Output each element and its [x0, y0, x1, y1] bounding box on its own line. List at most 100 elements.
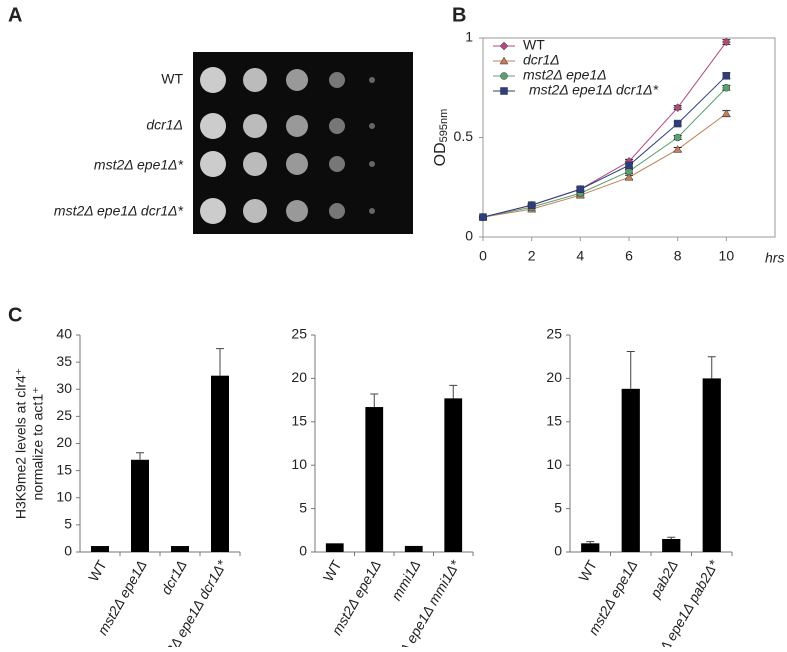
- bar: [131, 459, 149, 552]
- point: [673, 103, 683, 113]
- spot: [329, 203, 345, 219]
- line: [482, 75, 727, 218]
- legend-label: dcr1Δ: [523, 52, 560, 68]
- error-bar: [667, 536, 676, 539]
- point: [527, 201, 536, 209]
- line: [482, 113, 727, 218]
- spot: [200, 151, 226, 177]
- x-tick-label: mmi1Δ: [388, 557, 424, 603]
- spot: [329, 156, 345, 172]
- x-tick-label: pab2Δ: [646, 557, 681, 601]
- bar: [365, 407, 384, 552]
- line: [482, 87, 727, 218]
- y-tick-label: 25: [56, 407, 72, 423]
- legend-label: mst2Δ epe1Δ: [523, 67, 607, 83]
- x-tick-label: 6: [625, 248, 633, 264]
- strain-label: mst2Δ epe1Δ dcr1Δ*: [54, 203, 184, 219]
- error-bar: [370, 393, 379, 408]
- x-tick-label: 8: [674, 248, 682, 264]
- x-tick-label: mst2Δ epe1Δ dcr1Δ*: [151, 557, 230, 647]
- bar: [621, 388, 640, 552]
- legend-label: mst2Δ epe1Δ dcr1Δ*: [529, 82, 659, 98]
- spot: [369, 208, 375, 214]
- strain-label: WT: [161, 71, 183, 87]
- spots: [200, 67, 375, 224]
- bar: [404, 545, 423, 552]
- spot: [286, 69, 308, 91]
- point: [721, 109, 731, 117]
- legend-marker: [499, 56, 509, 65]
- y-tick-label: 10: [291, 456, 307, 472]
- y-axis-label: OD595nm: [432, 109, 450, 167]
- panel-label: A: [8, 4, 22, 26]
- x-tick-label: dcr1Δ: [158, 557, 190, 597]
- strain-label: mst2Δ epe1Δ*: [94, 157, 184, 173]
- point: [721, 37, 731, 47]
- y-tick-label: 40: [56, 326, 72, 342]
- y-axis-label: H3K9me2 levels at clr4⁺: [13, 368, 29, 519]
- y-axis-label: OD: [432, 142, 449, 166]
- bar: [581, 543, 600, 552]
- legend-label: WT: [523, 37, 545, 53]
- panel-label: B: [452, 4, 466, 26]
- spot: [243, 199, 267, 223]
- y-tick-label: 10: [546, 456, 562, 472]
- y-tick-label: 0: [299, 543, 307, 559]
- x-tick-label: 10: [719, 248, 735, 264]
- point: [479, 213, 487, 221]
- y-tick-label: 0.5: [454, 128, 474, 144]
- y-tick-label: 0: [554, 543, 562, 559]
- error-bar: [136, 452, 144, 460]
- legend-marker: [500, 87, 508, 95]
- error-bar: [449, 384, 458, 399]
- bar: [325, 543, 344, 552]
- y-tick-label: 5: [64, 516, 72, 532]
- y-axis-label: normalize to act1⁺: [30, 387, 46, 501]
- spot: [369, 77, 375, 83]
- x-tick-label: WT: [575, 557, 600, 584]
- spot: [286, 153, 308, 175]
- x-tick-label: WT: [85, 557, 110, 584]
- y-tick-label: 1: [465, 29, 473, 45]
- error-bar: [707, 356, 716, 379]
- bar: [702, 378, 721, 552]
- spot: [329, 118, 345, 134]
- point: [673, 133, 682, 142]
- y-tick-label: 20: [546, 369, 562, 385]
- y-tick-label: 0: [64, 543, 72, 559]
- x-tick-label: WT: [320, 557, 345, 584]
- x-tick-label: mst2Δ epe1Δ mmi1Δ*: [381, 557, 463, 647]
- point: [624, 172, 634, 181]
- spot: [200, 67, 226, 93]
- spot: [243, 68, 267, 92]
- y-tick-label: 5: [554, 499, 562, 515]
- x-tick-label: 0: [479, 248, 487, 264]
- legend-marker: [500, 72, 508, 80]
- spot: [286, 115, 308, 137]
- y-tick-label: 15: [291, 413, 307, 429]
- legend-marker: [499, 41, 509, 51]
- y-tick-label: 15: [56, 461, 72, 477]
- error-bar: [586, 541, 595, 544]
- spot: [369, 123, 375, 129]
- bar: [444, 398, 463, 552]
- y-tick-label: 10: [56, 488, 72, 504]
- error-bar: [626, 350, 635, 389]
- y-tick-label: 20: [56, 434, 72, 450]
- spot: [243, 114, 267, 138]
- spot: [369, 161, 375, 167]
- point: [673, 144, 683, 153]
- error-bar: [216, 348, 224, 376]
- bar: [662, 538, 681, 552]
- x-tick-label: 2: [528, 248, 536, 264]
- y-tick-label: 20: [291, 369, 307, 385]
- spot: [200, 198, 226, 224]
- x-tick-label: mst2Δ epe1Δ pab2Δ*: [641, 557, 722, 647]
- spot: [243, 152, 267, 176]
- point: [673, 119, 682, 128]
- spot: [329, 72, 345, 88]
- bar: [91, 546, 109, 552]
- point: [625, 161, 633, 170]
- y-tick-label: 15: [546, 413, 562, 429]
